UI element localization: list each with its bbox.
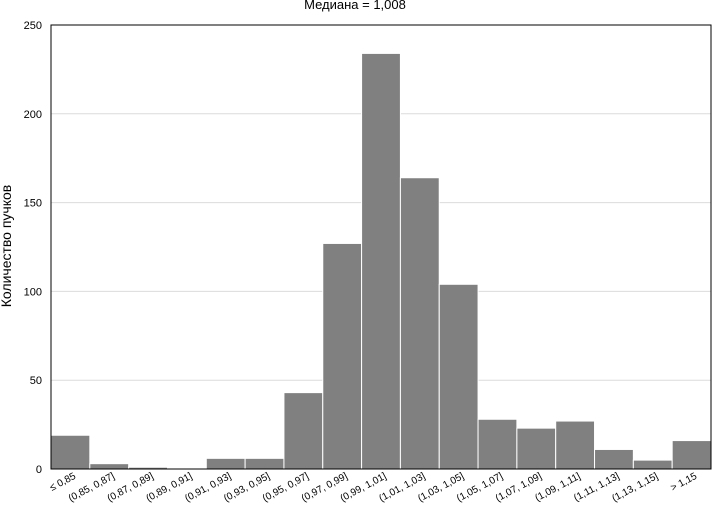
- histogram-bar: [89, 463, 130, 470]
- histogram-bar: [477, 418, 518, 470]
- chart-title: Медиана = 1,008: [304, 0, 406, 12]
- histogram-bar: [516, 427, 557, 470]
- y-tick-label: 250: [24, 20, 42, 32]
- histogram-bar: [399, 177, 440, 470]
- bars: [50, 52, 712, 470]
- y-tick-label: 50: [30, 375, 42, 387]
- y-tick-label: 150: [24, 198, 42, 210]
- histogram-bar: [322, 242, 363, 470]
- histogram-bar: [361, 52, 401, 470]
- histogram-bar: [671, 440, 712, 470]
- histogram-bar: [632, 459, 673, 470]
- histogram-bar: [438, 283, 479, 470]
- x-tick-label: > 1,15: [669, 471, 699, 494]
- histogram-bar: [50, 434, 91, 470]
- plot-frame: [50, 24, 712, 470]
- histogram-bar: [283, 392, 324, 470]
- y-tick-label: 200: [24, 109, 42, 121]
- y-tick-label: 100: [24, 286, 42, 298]
- y-axis-ticks: 0 50 100 150 200 250: [24, 20, 42, 476]
- y-tick-label: 0: [36, 464, 42, 476]
- histogram-bar: [594, 448, 634, 470]
- histogram-bar: [205, 457, 246, 470]
- histogram-bar: [555, 420, 596, 470]
- x-axis-ticks: ≤ 0,85(0,85, 0,87](0,87, 0,89](0,89, 0,9…: [48, 471, 699, 505]
- histogram-bar: [244, 457, 285, 470]
- y-axis-label: Количество пучков: [0, 185, 14, 307]
